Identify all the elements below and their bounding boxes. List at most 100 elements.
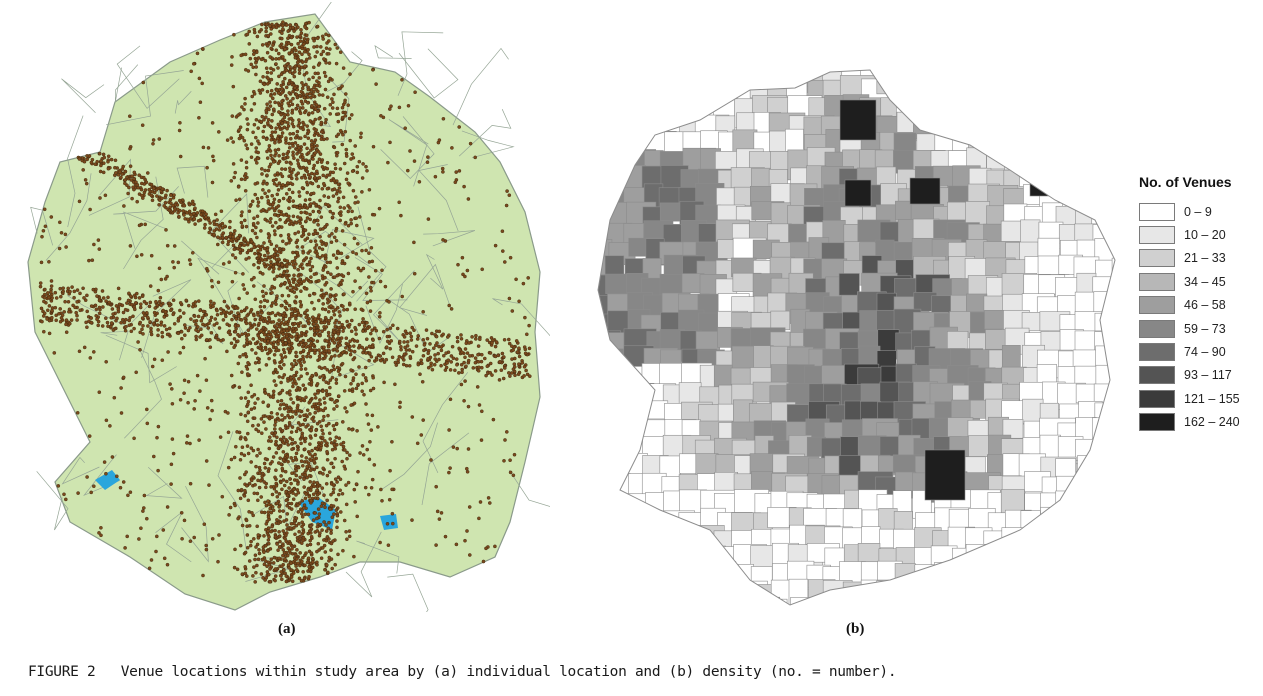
density-polygon	[1114, 182, 1115, 213]
tract-boundary	[365, 284, 403, 345]
venue-point	[290, 579, 295, 584]
venue-point	[49, 279, 54, 283]
venue-point	[296, 230, 301, 234]
venue-point	[75, 313, 79, 318]
venue-point	[104, 359, 108, 364]
venue-point	[308, 354, 313, 359]
venue-point	[305, 182, 310, 187]
density-polygon	[598, 169, 611, 198]
venue-point	[432, 362, 437, 367]
venue-point	[352, 554, 356, 559]
density-polygon	[1093, 291, 1114, 315]
venue-point	[294, 429, 299, 434]
venue-point	[434, 484, 439, 489]
venue-point	[261, 207, 265, 212]
venue-point	[316, 184, 321, 189]
venue-point	[320, 486, 325, 490]
venue-point	[267, 330, 271, 334]
venue-point	[172, 193, 176, 197]
venue-point	[448, 397, 453, 402]
venue-point	[267, 347, 272, 352]
venue-point	[367, 457, 372, 462]
venue-point	[270, 193, 274, 198]
venue-point	[85, 293, 89, 298]
venue-point	[328, 507, 333, 512]
venue-point	[276, 257, 281, 261]
venue-point	[198, 100, 203, 104]
venue-point	[135, 254, 139, 259]
venue-point	[41, 314, 46, 318]
venue-point	[322, 320, 327, 325]
venue-point	[317, 210, 322, 214]
venue-point	[256, 429, 261, 434]
venue-point	[272, 277, 277, 281]
venue-point	[347, 427, 351, 431]
venue-point	[441, 117, 446, 121]
density-polygon	[767, 70, 793, 84]
venue-point	[108, 424, 112, 428]
venue-point	[298, 321, 303, 325]
venue-point	[288, 136, 293, 141]
venue-point	[415, 337, 420, 341]
venue-point	[320, 501, 325, 506]
venue-point	[92, 350, 96, 354]
venue-point	[419, 361, 424, 366]
venue-point	[124, 317, 128, 322]
venue-point	[239, 396, 243, 400]
venue-point	[493, 369, 498, 373]
venue-point	[267, 356, 271, 361]
venue-point	[132, 170, 137, 175]
venue-point	[289, 561, 293, 566]
venue-point	[94, 313, 98, 318]
venue-point	[326, 39, 331, 43]
venue-point	[312, 163, 317, 168]
venue-point	[122, 320, 127, 325]
venue-point	[149, 558, 154, 562]
venue-point	[68, 321, 72, 326]
venue-point	[330, 375, 335, 380]
venue-point	[478, 500, 483, 504]
venue-point	[160, 187, 165, 191]
venue-point	[300, 463, 305, 468]
venue-point	[178, 308, 182, 313]
venue-point	[353, 500, 358, 504]
venue-point	[160, 330, 164, 335]
venue-point	[285, 259, 290, 263]
venue-point	[289, 481, 293, 486]
venue-point	[265, 89, 270, 94]
venue-point	[237, 385, 242, 390]
venue-point	[135, 291, 139, 296]
density-polygon	[1019, 166, 1053, 187]
venue-point	[369, 245, 374, 250]
venue-point	[343, 374, 348, 379]
venue-point	[449, 307, 454, 311]
venue-point	[216, 130, 221, 134]
venue-point	[310, 300, 314, 305]
venue-point	[263, 257, 267, 262]
venue-point	[266, 526, 271, 530]
venue-point	[192, 217, 197, 221]
venue-point	[229, 310, 234, 314]
venue-point	[312, 85, 316, 90]
tract-boundary	[508, 469, 550, 507]
venue-point	[328, 260, 333, 265]
venue-point	[204, 378, 209, 383]
venue-point	[360, 176, 365, 180]
venue-point	[85, 475, 89, 479]
venue-point	[170, 401, 175, 406]
venue-point	[300, 515, 305, 519]
venue-point	[302, 360, 306, 364]
venue-point	[273, 100, 277, 105]
venue-point	[344, 483, 348, 487]
venue-point	[284, 574, 289, 578]
venue-point	[365, 300, 370, 305]
venue-point	[285, 97, 289, 101]
density-polygon	[988, 93, 1023, 117]
venue-point	[293, 55, 298, 60]
venue-point	[85, 309, 89, 314]
venue-point	[272, 555, 277, 560]
venue-point	[284, 262, 289, 267]
venue-point	[130, 174, 134, 178]
panel-a-label: (a)	[278, 621, 296, 637]
venue-point	[370, 413, 375, 418]
